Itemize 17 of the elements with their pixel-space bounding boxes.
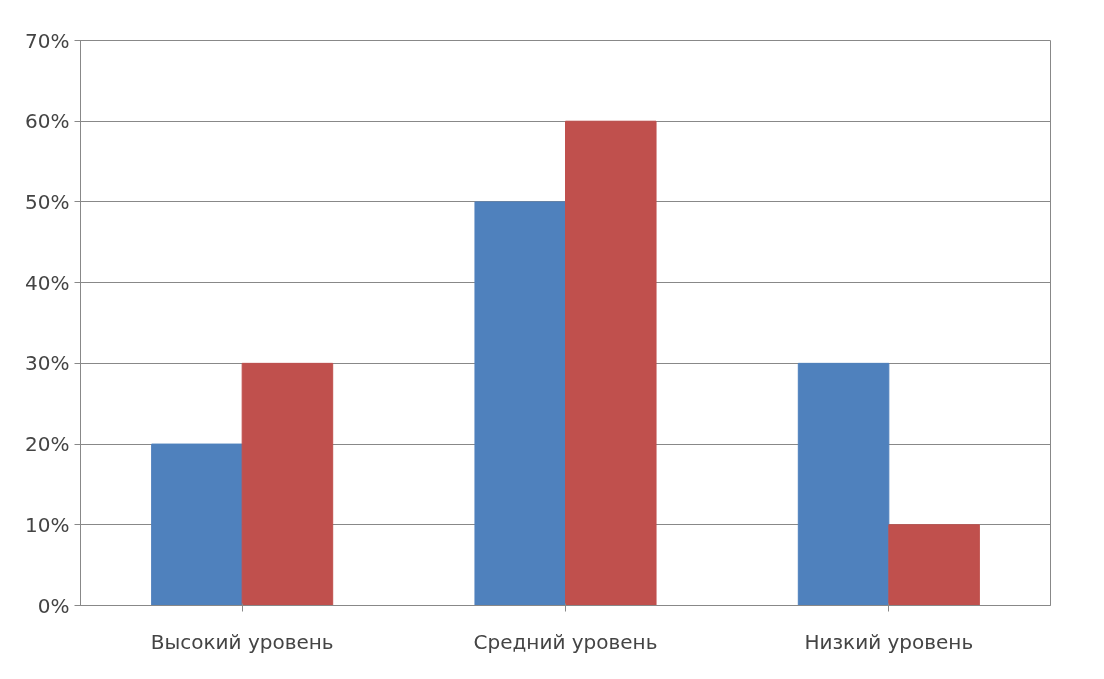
x-tick-label: Высокий уровень [150, 629, 334, 654]
y-tick-label: 30% [25, 351, 70, 376]
y-tick-label: 0% [37, 593, 70, 618]
bar [241, 362, 334, 606]
y-tick-label: 10% [25, 512, 70, 537]
y-tick-label: 60% [25, 109, 70, 134]
y-tick-label: 40% [25, 270, 70, 295]
bar [797, 362, 890, 606]
y-tick-label: 20% [25, 432, 70, 457]
bar [151, 443, 243, 606]
y-tick-label: 50% [25, 189, 70, 214]
bar [565, 120, 657, 606]
x-tick-label: Средний уровень [473, 629, 658, 654]
bar [474, 201, 566, 606]
bar [888, 524, 980, 606]
x-tick-label: Низкий уровень [804, 629, 974, 654]
y-tick-label: 70% [25, 28, 70, 53]
